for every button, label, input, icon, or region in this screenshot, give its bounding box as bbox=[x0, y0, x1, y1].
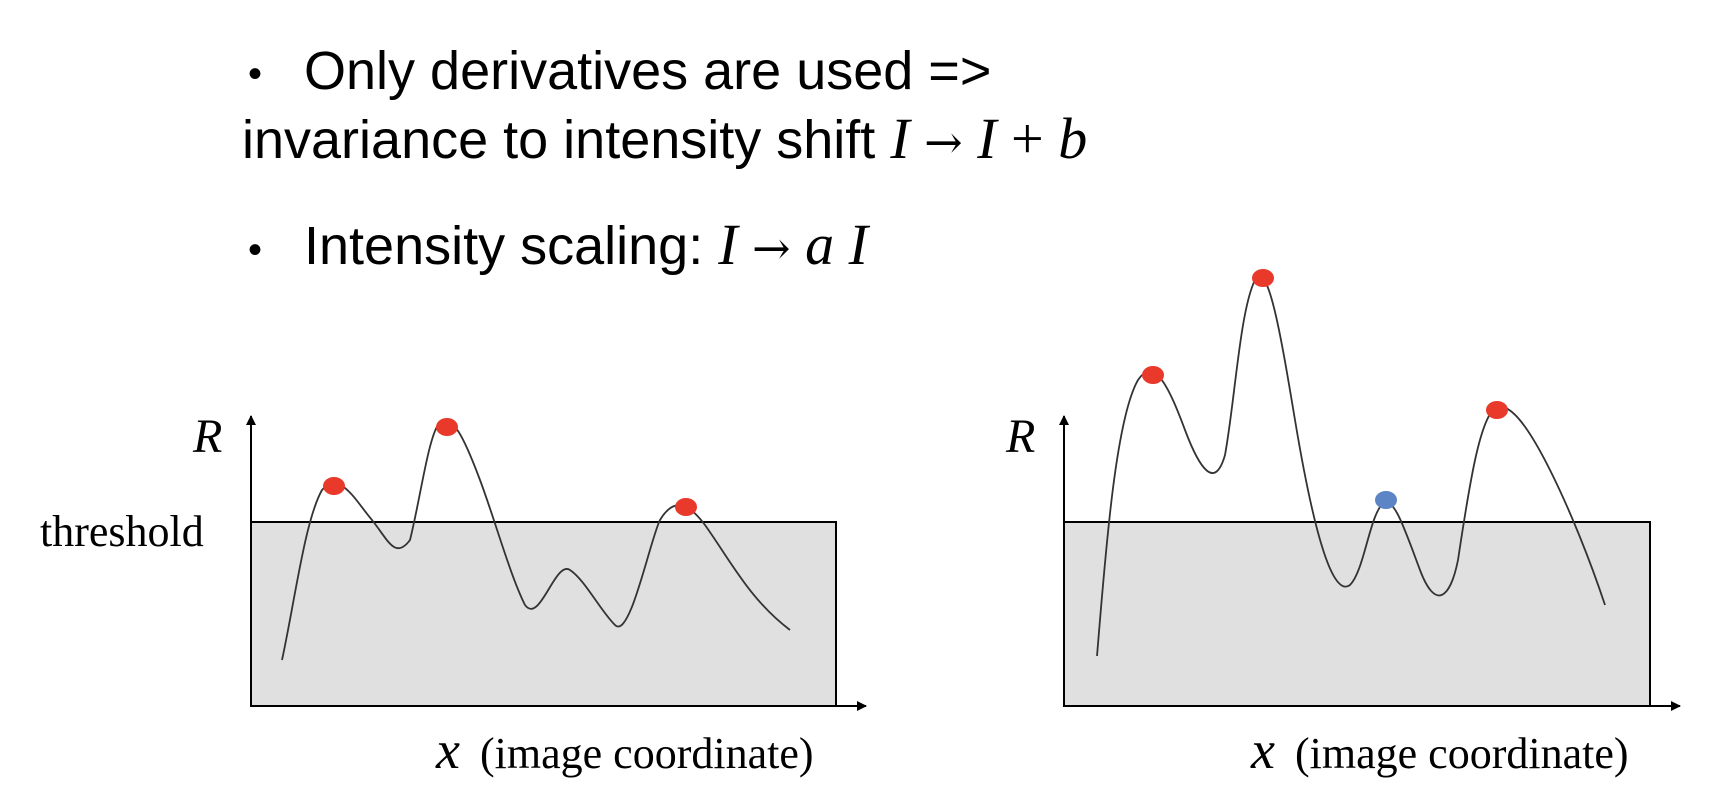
formula-symbol: I bbox=[848, 212, 868, 277]
left-plot: R threshold x (image coordinate) bbox=[40, 410, 867, 780]
bullet-2: Intensity scaling: I → a I bbox=[304, 216, 868, 274]
response-curve bbox=[281, 420, 791, 661]
bullet-marker: • bbox=[248, 52, 263, 96]
peak-marker bbox=[1252, 269, 1274, 287]
scaling-formula: I → a I bbox=[718, 212, 868, 277]
x-axis-variable: x bbox=[435, 720, 460, 780]
x-axis-description: (image coordinate) bbox=[1295, 729, 1629, 778]
bullet-2-text: Intensity scaling: bbox=[304, 216, 704, 276]
formula-symbol: I bbox=[890, 106, 910, 171]
arrow-icon: → bbox=[752, 221, 791, 275]
formula-symbol: I bbox=[718, 212, 738, 277]
bullet-marker: • bbox=[248, 228, 263, 272]
formula-symbol: I bbox=[977, 106, 997, 171]
formula-symbol: b bbox=[1058, 106, 1088, 171]
right-plot: R x (image coordinate) bbox=[1005, 269, 1681, 780]
shift-formula: I → I + b bbox=[890, 106, 1087, 171]
threshold-label: threshold bbox=[40, 507, 204, 556]
y-axis-label: R bbox=[192, 410, 222, 463]
peak-marker bbox=[1486, 401, 1508, 419]
bullet-1-line-2-text: invariance to intensity shift bbox=[242, 110, 876, 170]
arrow-icon: → bbox=[924, 115, 963, 169]
formula-symbol: a bbox=[805, 212, 835, 277]
peak-marker bbox=[1142, 366, 1164, 384]
below-threshold-region bbox=[250, 521, 837, 707]
bullet-1-line-1: Only derivatives are used => bbox=[304, 41, 992, 101]
x-axis-description: (image coordinate) bbox=[480, 729, 814, 778]
peak-marker bbox=[675, 498, 697, 516]
x-axis-variable: x bbox=[1250, 720, 1275, 780]
peak-marker bbox=[323, 477, 345, 495]
bullet-1-line-2: invariance to intensity shift I → I + b bbox=[242, 110, 1087, 168]
peak-marker bbox=[436, 418, 458, 436]
below-threshold-region bbox=[1063, 521, 1651, 707]
y-axis-label: R bbox=[1005, 410, 1035, 463]
bullet-list: • Only derivatives are used => invarianc… bbox=[0, 0, 1722, 300]
peak-marker-below-threshold bbox=[1375, 491, 1397, 509]
plus-sign: + bbox=[1011, 106, 1044, 171]
